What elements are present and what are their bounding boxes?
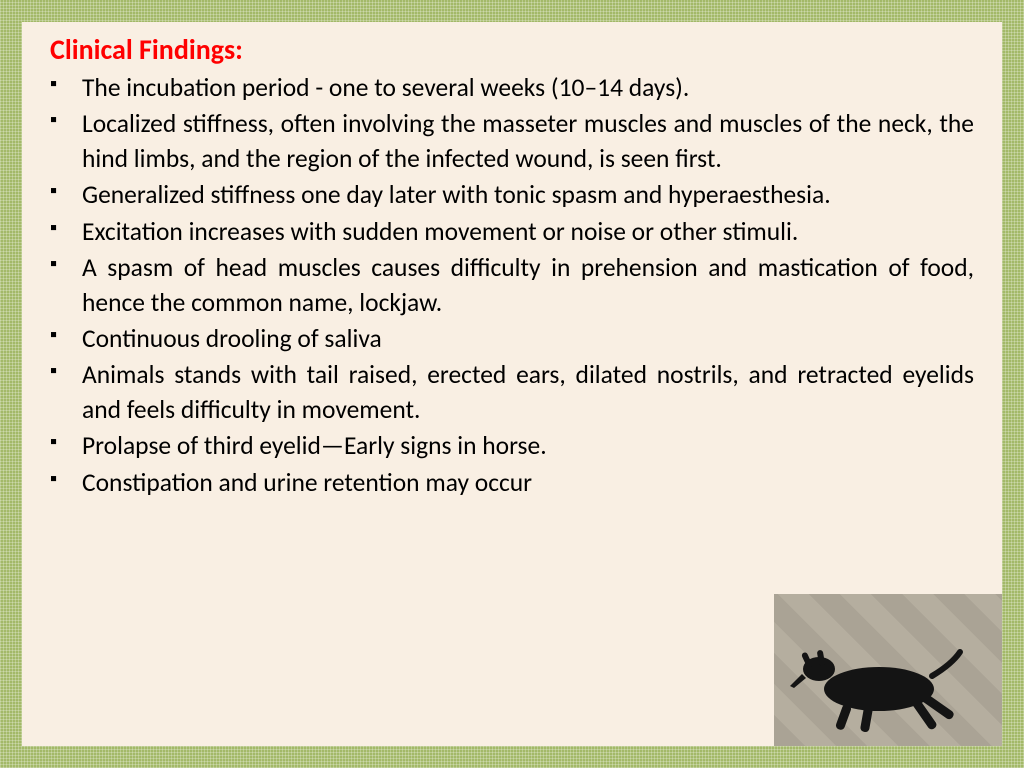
findings-bullet-list: The incubation period - one to several w… (50, 71, 974, 500)
list-item: Excitation increases with sudden movemen… (50, 215, 974, 249)
list-item: A spasm of head muscles causes difficult… (50, 251, 974, 320)
clinical-animal-photo (774, 594, 1002, 746)
goat-icon (784, 634, 984, 734)
list-item: Prolapse of third eyelid—Early signs in … (50, 429, 974, 463)
list-item: Constipation and urine retention may occ… (50, 466, 974, 500)
list-item: The incubation period - one to several w… (50, 71, 974, 105)
slide-border: Clinical Findings: The incubation period… (0, 0, 1024, 768)
section-heading: Clinical Findings: (50, 32, 974, 67)
list-item: Continuous drooling of saliva (50, 322, 974, 356)
list-item: Generalized stiffness one day later with… (50, 178, 974, 212)
list-item: Animals stands with tail raised, erected… (50, 358, 974, 427)
list-item: Localized stiffness, often involving the… (50, 107, 974, 176)
